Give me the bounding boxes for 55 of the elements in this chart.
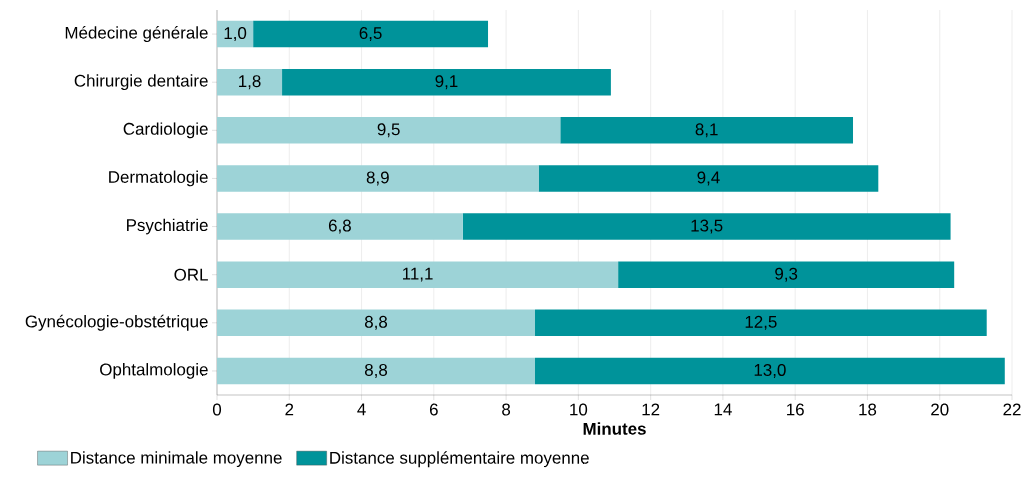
- bar: [217, 117, 561, 144]
- bar: [253, 20, 489, 48]
- bar: [217, 261, 619, 288]
- bar: [217, 213, 463, 240]
- x-tick-label: 12: [642, 403, 660, 416]
- x-tick-label: 10: [570, 403, 588, 416]
- bar: [217, 309, 535, 337]
- bar: [282, 68, 611, 96]
- x-tick-label: 2: [285, 403, 294, 416]
- y-tick-label: ORL: [174, 268, 208, 281]
- y-tick-label: Cardiologie: [123, 122, 208, 139]
- bar: [535, 357, 1005, 385]
- x-tick-label: 22: [1003, 403, 1021, 416]
- bar: [217, 165, 539, 192]
- data-label: 8,1: [695, 123, 718, 138]
- data-label: 13,5: [691, 219, 723, 234]
- data-label: 1,8: [239, 75, 261, 90]
- y-tick-label: Ophtalmologie: [100, 363, 208, 379]
- data-label: 11,1: [403, 267, 433, 282]
- bar: [560, 117, 854, 144]
- data-label: 8,8: [364, 363, 388, 378]
- data-label: 9,3: [775, 267, 798, 282]
- y-tick-label: Gynécologie-obstétrique: [25, 314, 208, 331]
- y-tick-label: Dermatologie: [109, 170, 208, 187]
- legend-label: Distance supplémentaire moyenne: [330, 451, 589, 468]
- data-label: 6,8: [328, 219, 351, 234]
- bar: [618, 261, 955, 288]
- x-tick-label: 6: [429, 403, 438, 416]
- x-tick-label: 16: [787, 403, 804, 416]
- data-label: 9,4: [697, 171, 720, 186]
- data-label: 8,9: [366, 171, 389, 186]
- x-tick-label: 4: [357, 403, 366, 416]
- bar: [217, 20, 254, 48]
- bar: [217, 68, 283, 96]
- legend-label: Distance minimale moyenne: [71, 451, 282, 468]
- data-label: 1,0: [224, 27, 247, 42]
- y-tick-label: Médecine générale: [65, 26, 208, 43]
- data-label: 13,0: [754, 363, 786, 378]
- data-label: 6,5: [359, 27, 382, 42]
- x-tick-label: 8: [502, 403, 511, 416]
- x-axis-title: Minutes: [583, 422, 646, 435]
- data-label: 9,1: [435, 75, 458, 90]
- data-label: 8,8: [364, 315, 388, 330]
- x-tick-label: 18: [859, 403, 877, 416]
- x-tick-label: 20: [931, 403, 949, 416]
- bar: [538, 165, 879, 192]
- y-tick-label: Psychiatrie: [127, 218, 208, 235]
- x-tick-label: 0: [212, 403, 222, 416]
- y-tick-label: Chirurgie dentaire: [74, 74, 208, 91]
- x-tick-label: 14: [714, 403, 732, 416]
- data-label: 12,5: [745, 315, 777, 330]
- bar: [535, 309, 987, 337]
- bar: [217, 357, 535, 385]
- bar: [462, 213, 951, 240]
- data-label: 9,5: [377, 123, 400, 138]
